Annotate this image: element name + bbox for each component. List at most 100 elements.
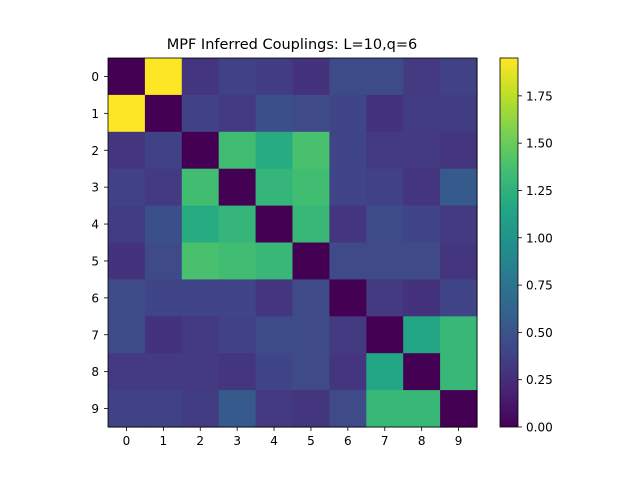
colorbar-tick-label: 1.75 [526, 89, 553, 103]
heatmap-cell-7-5 [292, 316, 330, 354]
heatmap-cell-2-1 [144, 131, 183, 170]
heatmap-cell-0-8 [403, 58, 441, 96]
x-tick-label: 9 [455, 434, 463, 448]
heatmap-cell-0-5 [292, 58, 330, 96]
heatmap-cell-8-0 [108, 353, 146, 391]
colorbar-tick-label: 0.00 [526, 421, 553, 435]
y-tick-label: 8 [91, 365, 99, 379]
heatmap-cell-0-7 [366, 58, 404, 96]
heatmap-cell-1-1 [144, 94, 183, 133]
heatmap-cell-2-2 [181, 131, 220, 170]
heatmap-cell-4-3 [218, 205, 257, 244]
heatmap-cell-0-0 [108, 58, 146, 96]
heatmap-cell-7-3 [218, 316, 257, 354]
heatmap-cell-2-7 [366, 131, 404, 170]
heatmap-cell-3-3 [218, 168, 257, 207]
x-tick-label: 6 [344, 434, 352, 448]
heatmap-cell-4-2 [181, 205, 220, 244]
heatmap-cell-9-1 [144, 390, 183, 428]
heatmap-cell-8-6 [329, 353, 367, 391]
heatmap-cell-8-5 [292, 353, 330, 391]
heatmap-cell-5-3 [218, 242, 257, 280]
heatmap-cell-9-4 [255, 390, 294, 428]
heatmap-cell-5-5 [292, 242, 330, 280]
heatmap-cell-9-5 [292, 390, 330, 428]
heatmap-cell-9-2 [181, 390, 220, 428]
x-tick-label: 8 [418, 434, 426, 448]
heatmap-cell-5-1 [144, 242, 183, 280]
heatmap-cell-6-4 [255, 279, 294, 317]
heatmap-cell-2-9 [440, 131, 478, 170]
heatmap-cell-1-8 [403, 94, 441, 133]
heatmap-cell-8-2 [181, 353, 220, 391]
heatmap-cell-8-4 [255, 353, 294, 391]
heatmap-cell-6-9 [440, 279, 478, 317]
heatmap-cell-1-2 [181, 94, 220, 133]
heatmap-cells [108, 58, 478, 428]
heatmap-cell-3-1 [144, 168, 183, 207]
heatmap-cell-2-0 [108, 131, 146, 170]
x-tick-label: 4 [270, 434, 278, 448]
heatmap-cell-3-6 [329, 168, 367, 207]
heatmap-cell-3-5 [292, 168, 330, 207]
heatmap-cell-0-1 [144, 58, 183, 96]
y-axis: 0 1 2 3 4 5 6 7 8 9 [91, 70, 108, 416]
heatmap-cell-3-4 [255, 168, 294, 207]
heatmap-cell-4-4 [255, 205, 294, 244]
heatmap-cell-1-9 [440, 94, 478, 133]
heatmap-cell-9-3 [218, 390, 257, 428]
colorbar-tick-label: 0.50 [526, 326, 553, 340]
heatmap-cell-7-1 [144, 316, 183, 354]
heatmap-cell-9-8 [403, 390, 441, 428]
heatmap-cell-6-8 [403, 279, 441, 317]
heatmap-cell-4-8 [403, 205, 441, 244]
heatmap-cell-0-4 [255, 58, 294, 96]
x-tick-label: 1 [160, 434, 168, 448]
heatmap-cell-4-1 [144, 205, 183, 244]
heatmap-cell-7-2 [181, 316, 220, 354]
heatmap-cell-5-7 [366, 242, 404, 280]
heatmap-cell-1-5 [292, 94, 330, 133]
heatmap-cell-4-7 [366, 205, 404, 244]
heatmap-cell-0-6 [329, 58, 367, 96]
heatmap-cell-6-0 [108, 279, 146, 317]
chart-title: MPF Inferred Couplings: L=10,q=6 [167, 37, 418, 53]
colorbar-tick-label: 1.00 [526, 231, 553, 245]
heatmap-cell-8-3 [218, 353, 257, 391]
heatmap-cell-7-4 [255, 316, 294, 354]
colorbar-tick-label: 0.25 [526, 373, 553, 387]
y-tick-label: 6 [91, 291, 99, 305]
colorbar-tick-label: 0.75 [526, 279, 553, 293]
heatmap-cell-2-4 [255, 131, 294, 170]
heatmap-cell-3-7 [366, 168, 404, 207]
x-tick-label: 2 [196, 434, 204, 448]
heatmap-cell-7-7 [366, 316, 404, 354]
y-tick-label: 0 [91, 70, 99, 84]
heatmap-cell-1-0 [108, 94, 146, 133]
heatmap-cell-3-0 [108, 168, 146, 207]
y-tick-label: 1 [91, 107, 99, 121]
heatmap-cell-6-3 [218, 279, 257, 317]
heatmap-cell-1-7 [366, 94, 404, 133]
colorbar-tick-label: 1.25 [526, 184, 553, 198]
colorbar-frame [499, 57, 519, 428]
heatmap-cell-5-0 [108, 242, 146, 280]
heatmap-cell-0-9 [440, 58, 478, 96]
heatmap-cell-7-8 [403, 316, 441, 354]
heatmap-cell-1-4 [255, 94, 294, 133]
y-tick-label: 9 [91, 402, 99, 416]
heatmap-cell-2-3 [218, 131, 257, 170]
heatmap-cell-8-8 [403, 353, 441, 391]
heatmap-cell-2-6 [329, 131, 367, 170]
heatmap-cell-5-6 [329, 242, 367, 280]
heatmap-cell-6-2 [181, 279, 220, 317]
x-tick-label: 3 [233, 434, 241, 448]
heatmap-cell-3-8 [403, 168, 441, 207]
heatmap-cell-3-2 [181, 168, 220, 207]
heatmap-cell-9-9 [440, 390, 478, 428]
x-axis: 0 1 2 3 4 5 6 7 8 9 [123, 427, 463, 448]
heatmap-cell-9-7 [366, 390, 404, 428]
heatmap-cell-1-3 [218, 94, 257, 133]
x-tick-label: 0 [123, 434, 131, 448]
